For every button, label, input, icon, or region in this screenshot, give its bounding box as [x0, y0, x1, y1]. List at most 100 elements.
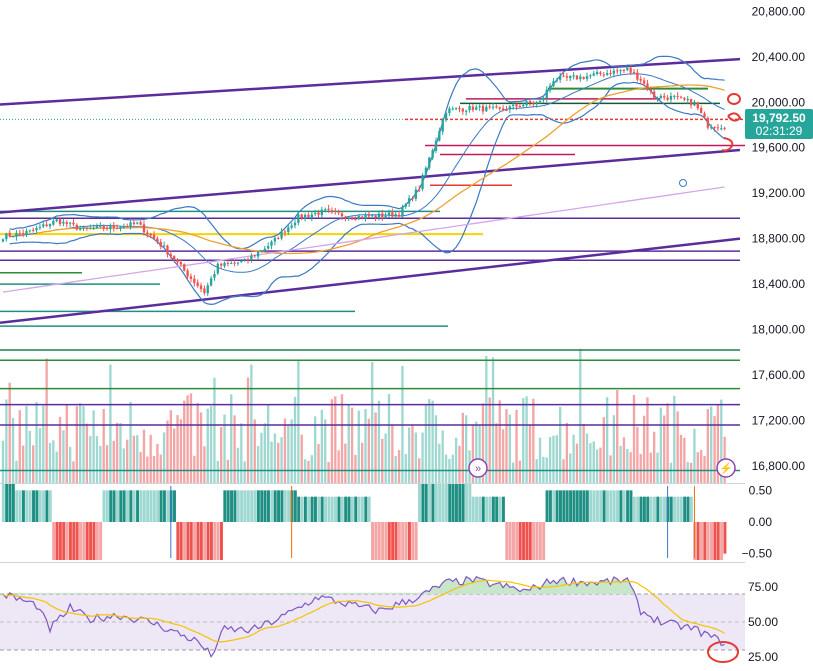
- candle-body: [99, 225, 102, 227]
- candle-body: [589, 75, 592, 77]
- candle-body: [659, 96, 663, 98]
- osc-bar: [186, 522, 190, 560]
- candle-body: [454, 108, 458, 110]
- candle-body: [18, 233, 21, 235]
- osc-bar: [451, 484, 455, 522]
- volume-bar: [193, 455, 196, 483]
- osc-bar: [293, 490, 297, 522]
- osc-bar: [129, 490, 133, 522]
- candle-body: [357, 216, 360, 220]
- candle-body: [203, 288, 206, 294]
- candle-body: [605, 73, 609, 75]
- osc-bar: [58, 522, 62, 560]
- osc-bar: [542, 522, 546, 560]
- osc-bar: [307, 496, 311, 522]
- osc-bar: [565, 490, 569, 522]
- osc-bar: [371, 522, 374, 560]
- candle-body: [401, 206, 404, 217]
- candle-body: [706, 117, 710, 128]
- osc-bar: [152, 490, 156, 522]
- candle-body: [250, 255, 253, 261]
- volume-bar: [317, 443, 320, 483]
- osc-bar: [394, 522, 398, 560]
- rsi-pane[interactable]: [0, 575, 745, 658]
- candle-body: [45, 224, 48, 227]
- osc-bar: [324, 496, 327, 522]
- candle-body: [491, 106, 495, 108]
- candle-body: [42, 224, 45, 227]
- osc-bar: [283, 490, 287, 522]
- volume-bar: [518, 460, 522, 483]
- volume-bar: [434, 415, 438, 483]
- osc-bar: [233, 490, 237, 522]
- osc-bar: [256, 490, 260, 522]
- osc-bar: [538, 522, 542, 560]
- volume-bar: [622, 437, 626, 483]
- candle-body: [619, 70, 622, 72]
- price-tick-label: 18,400.00: [752, 277, 806, 291]
- osc-bar: [438, 484, 442, 522]
- osc-bar: [277, 490, 281, 522]
- candle-body: [266, 246, 270, 249]
- osc-bar: [65, 522, 69, 560]
- volume-bar: [75, 406, 79, 483]
- candle-body: [297, 214, 300, 223]
- candle-body: [35, 227, 38, 231]
- osc-bar: [139, 490, 143, 522]
- lightning-icon[interactable]: ⚡: [716, 458, 736, 478]
- osc-bar: [136, 490, 140, 522]
- osc-bar: [48, 490, 52, 522]
- osc-bar: [367, 496, 371, 522]
- osc-bar: [592, 490, 596, 522]
- volume-bar: [277, 442, 280, 483]
- osc-bar: [622, 490, 626, 522]
- osc-bar: [303, 496, 307, 522]
- candle-body: [122, 225, 126, 228]
- oscillator-pane[interactable]: [1, 484, 727, 560]
- osc-bar: [387, 522, 391, 560]
- candle-body: [112, 225, 115, 228]
- last-price-tag: 19,792.50 02:31:29: [745, 109, 813, 139]
- candle-body: [538, 100, 542, 102]
- volume-bar: [8, 382, 11, 483]
- osc-bar: [448, 484, 452, 522]
- candle-body: [213, 273, 216, 278]
- icon-ring: [468, 458, 488, 478]
- volume-bar: [454, 437, 458, 483]
- osc-bar: [418, 484, 421, 522]
- candle-body: [8, 232, 11, 237]
- osc-bar: [575, 490, 579, 522]
- candle-body: [609, 73, 612, 75]
- candle-body: [196, 282, 199, 287]
- rsi-tick-label: 50.00: [748, 615, 778, 629]
- price-pane[interactable]: [0, 55, 745, 483]
- candle-body: [649, 89, 652, 92]
- fast-forward-icon[interactable]: »: [468, 458, 488, 478]
- candle-body: [699, 108, 703, 113]
- candle-body: [397, 214, 401, 217]
- osc-bar: [162, 490, 166, 522]
- osc-bar: [213, 522, 217, 560]
- volume-bar: [679, 434, 683, 483]
- candle-body: [350, 218, 354, 220]
- volume-bar: [293, 396, 297, 483]
- osc-bar: [626, 490, 630, 522]
- osc-bar: [434, 484, 438, 522]
- candle-body: [639, 79, 642, 81]
- candle-body: [253, 255, 256, 257]
- volume-bar: [699, 450, 703, 483]
- candle-body: [404, 204, 407, 207]
- volume-bar: [79, 403, 82, 483]
- candle-body: [478, 106, 481, 108]
- candle-body: [256, 251, 260, 257]
- osc-bar: [468, 484, 472, 522]
- osc-bar: [334, 496, 338, 522]
- osc-bar: [166, 490, 170, 522]
- volume-bar: [471, 424, 475, 483]
- volume-bar: [209, 406, 213, 483]
- candle-body: [579, 76, 582, 80]
- candle-body: [55, 219, 58, 222]
- candle-body: [602, 74, 605, 76]
